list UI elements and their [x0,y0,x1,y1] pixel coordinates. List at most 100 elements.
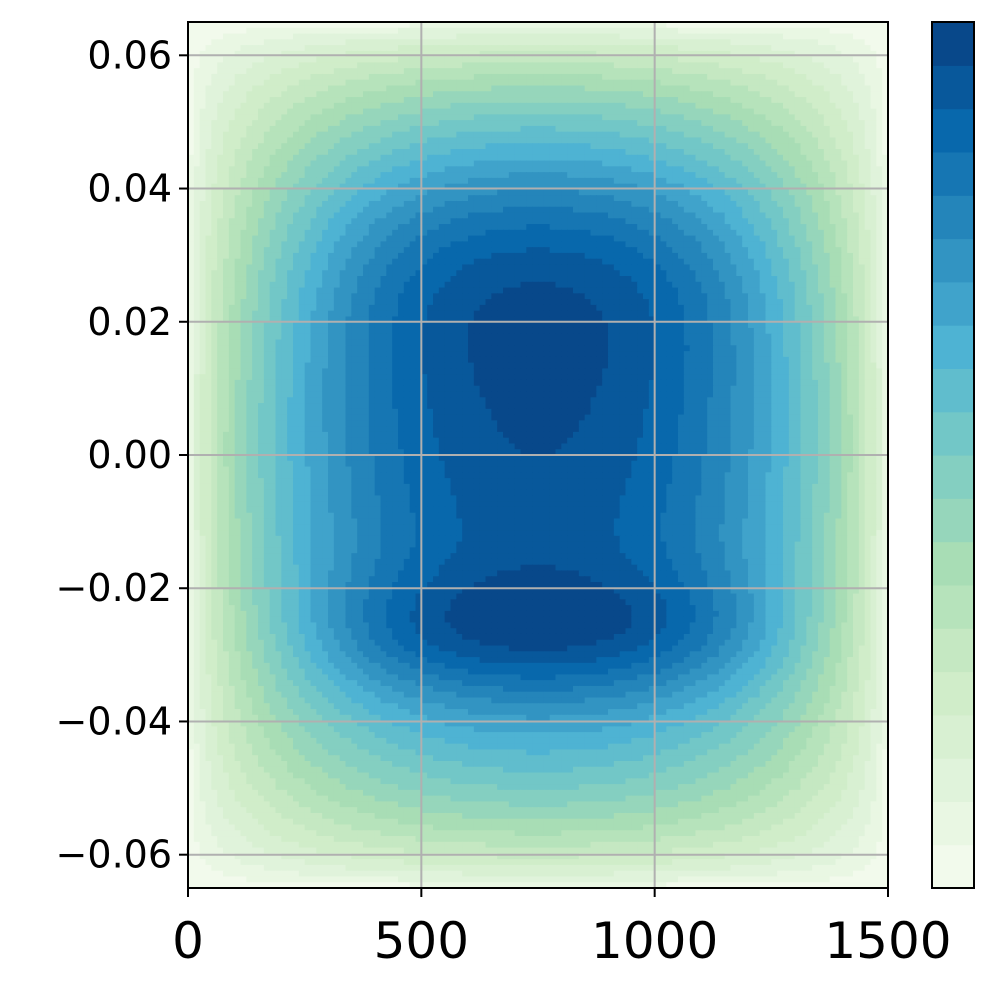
contour-cell [590,45,597,52]
contour-cell [193,45,201,52]
contour-cell [188,247,195,254]
contour-cell [683,235,691,242]
contour-cell [783,102,790,110]
contour-cell [234,50,242,58]
contour-cell [468,120,475,127]
contour-cell [514,154,522,162]
contour-cell [753,229,761,237]
contour-cell [818,149,825,156]
contour-cell [602,154,609,162]
contour-cell [765,22,772,29]
contour-cell [777,102,784,110]
contour-cell [724,91,732,98]
contour-cell [263,224,271,231]
contour-cell [357,172,364,179]
contour-cell [561,189,568,196]
contour-cell [433,229,440,237]
contour-cell [304,189,312,196]
contour-cell [363,50,370,58]
contour-cell [485,212,492,219]
contour-cell [777,252,784,260]
contour-cell [456,206,463,214]
contour-cell [333,102,341,110]
contour-cell [847,97,854,104]
contour-cell [812,125,819,133]
contour-cell [258,149,265,156]
contour-cell [689,39,697,46]
contour-cell [322,62,329,69]
contour-cell [590,22,597,29]
contour-cell [841,189,848,196]
contour-cell [199,27,207,35]
contour-cell [876,56,883,64]
contour-cell [351,247,358,254]
contour-cell [205,160,212,167]
contour-cell [211,114,218,121]
contour-cell [310,56,317,64]
contour-cell [707,137,714,144]
contour-cell [882,183,888,191]
contour-cell [847,206,854,214]
contour-cell [707,56,714,64]
contour-cell [485,50,492,58]
contour-cell [508,166,516,173]
contour-cell [252,166,259,173]
contour-cell [368,200,376,208]
contour-cell [800,68,807,75]
contour-cell [748,102,755,110]
contour-cell [380,108,387,115]
contour-cell [468,45,475,52]
contour-cell [648,206,656,214]
contour-cell [520,160,527,167]
contour-cell [683,195,691,202]
contour-cell [625,212,632,219]
contour-cell [503,143,510,150]
contour-cell [298,50,306,58]
contour-cell [357,125,364,133]
contour-cell [765,172,772,179]
contour-cell [374,247,382,254]
contour-cell [345,218,352,225]
contour-cell [310,206,317,214]
contour-cell [386,154,393,162]
contour-cell [736,62,743,69]
contour-cell [818,131,825,139]
contour-cell [783,131,790,139]
contour-cell [742,91,749,98]
contour-cell [771,247,778,254]
contour-cell [328,166,335,173]
contour-cell [672,50,679,58]
contour-cell [590,50,597,58]
contour-cell [777,212,784,219]
contour-cell [730,241,737,248]
contour-cell [683,200,691,208]
contour-cell [234,258,242,266]
contour-cell [853,160,860,167]
contour-cell [374,166,382,173]
contour-cell [584,160,592,167]
contour-cell [322,172,329,179]
contour-cell [211,212,218,219]
contour-cell [543,33,551,40]
contour-cell [392,195,399,202]
contour-cell [223,235,230,242]
contour-cell [660,241,667,248]
contour-cell [672,252,679,260]
contour-cell [444,125,452,133]
contour-cell [835,39,842,46]
contour-cell [742,218,749,225]
contour-cell [835,195,842,202]
contour-cell [217,39,224,46]
contour-cell [217,241,224,248]
contour-cell [240,224,247,231]
contour-cell [689,200,697,208]
contour-cell [678,183,685,191]
contour-cell [608,125,615,133]
contour-cell [205,200,212,208]
contour-cell [613,177,621,185]
contour-cell [380,143,387,150]
contour-cell [310,114,317,121]
contour-cell [660,195,667,202]
contour-cell [275,102,282,110]
contour-cell [351,224,358,231]
